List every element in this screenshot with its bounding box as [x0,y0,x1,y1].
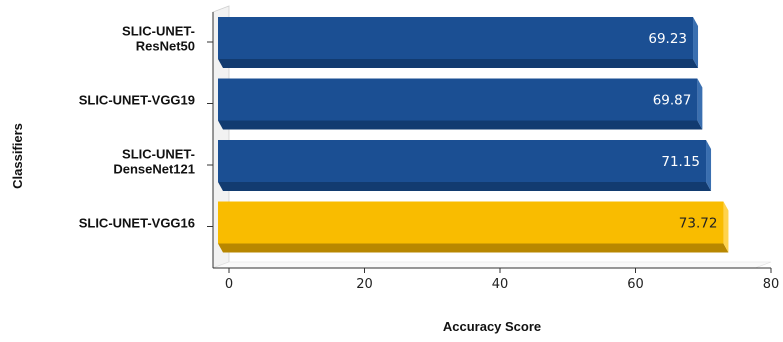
data-label: 71.15 [661,154,700,170]
bars-group: 69.23 69.87 71.15 73.72 [218,17,729,253]
bar-3: 73.72 [218,201,729,253]
bar-side-face [706,140,712,191]
bar-bottom-face [218,120,703,130]
x-tick-label: 40 [492,277,509,292]
bar-bottom-face [218,59,699,68]
category-label: SLIC-UNET-VGG19 [79,93,195,108]
x-axis-title: Accuracy Score [443,319,541,334]
x-tick-label: 80 [763,277,780,292]
bar-2: 71.15 [218,140,712,191]
bar-1: 69.87 [218,78,703,130]
chart-floor [212,261,772,269]
y-axis-title: Classifiers [10,123,25,189]
category-label: SLIC-UNET-ResNet50 [122,24,195,54]
bar-side-face [693,17,699,68]
data-label: 69.87 [653,93,692,109]
x-tick-label: 60 [627,277,644,292]
bar-side-face [697,78,703,130]
category-label: SLIC-UNET-VGG16 [79,216,195,231]
bar-bottom-face [218,182,712,191]
bar-front-face [218,78,698,121]
bar-0: 69.23 [218,17,699,68]
x-tick-label: 0 [225,277,233,292]
category-label: SLIC-UNET-DenseNet121 [113,147,195,177]
x-tick-label: 20 [356,277,373,292]
data-label: 73.72 [679,216,718,232]
bar-front-face [218,201,724,244]
y-axis-categories: SLIC-UNET-ResNet50 SLIC-UNET-VGG19 SLIC-UN… [79,24,213,231]
bar-front-face [218,17,694,59]
bar-front-face [218,140,707,182]
data-label: 69.23 [648,31,687,47]
x-axis-ticks: 0 20 40 60 80 [225,268,779,292]
bar-bottom-face [218,243,729,253]
bar-side-face [723,201,729,253]
